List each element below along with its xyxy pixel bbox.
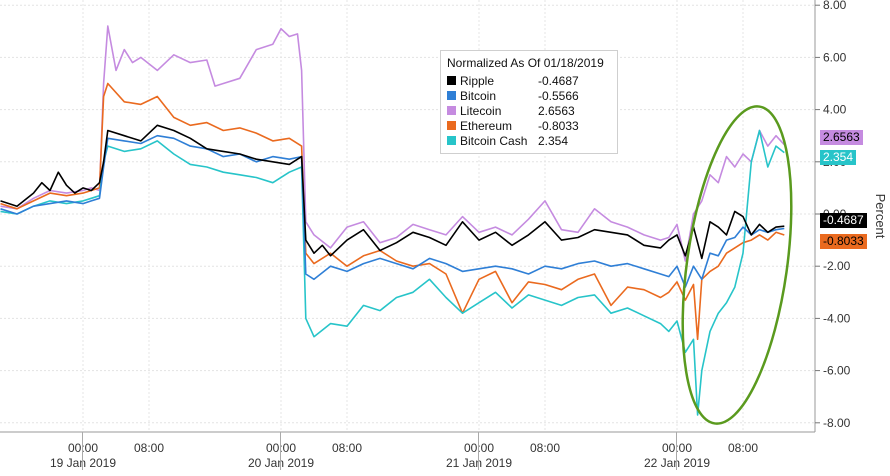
- y-tick-label: -6.00: [823, 364, 851, 378]
- legend-value: 2.6563: [538, 103, 575, 118]
- x-tick-label: 08:00: [332, 441, 362, 455]
- legend-item: Litecoin 2.6563: [447, 103, 611, 118]
- x-tick-label: 00:00: [662, 441, 692, 455]
- legend-rows: Ripple -0.4687 Bitcoin -0.5566 Litecoin 2.656…: [447, 73, 611, 148]
- legend: Normalized As Of 01/18/2019 Ripple -0.468…: [440, 50, 618, 154]
- legend-item: Ethereum -0.8033: [447, 118, 611, 133]
- legend-swatch: [447, 76, 456, 85]
- legend-swatch: [447, 106, 456, 115]
- x-date-label: 21 Jan 2019: [446, 456, 512, 470]
- legend-value: -0.4687: [538, 73, 579, 88]
- legend-item: Ripple -0.4687: [447, 73, 611, 88]
- legend-swatch: [447, 91, 456, 100]
- y-tick-label: -8.00: [823, 416, 851, 430]
- y-tick-label: 6.00: [823, 50, 847, 64]
- y-tick-label: -4.00: [823, 311, 851, 325]
- end-value-badge: -0.8033: [820, 233, 867, 249]
- x-tick-label: 08:00: [530, 441, 560, 455]
- legend-swatch: [447, 136, 456, 145]
- y-tick-label: 4.00: [823, 103, 847, 117]
- y-tick-label: -2.00: [823, 259, 851, 273]
- x-tick-label: 00:00: [266, 441, 296, 455]
- y-axis-label: Percent: [873, 194, 888, 239]
- series-line-bitcoin-cash: [0, 129, 785, 416]
- legend-value: -0.8033: [538, 118, 579, 133]
- x-date-label: 19 Jan 2019: [50, 456, 116, 470]
- x-date-label: 22 Jan 2019: [644, 456, 710, 470]
- x-tick-label: 08:00: [134, 441, 164, 455]
- legend-item: Bitcoin Cash 2.354: [447, 133, 611, 148]
- end-value-badge: -0.4687: [820, 213, 867, 229]
- x-tick-label: 00:00: [68, 441, 98, 455]
- y-tick-label: 8.00: [823, 0, 847, 12]
- series-line-ripple: [0, 124, 785, 260]
- legend-item: Bitcoin -0.5566: [447, 88, 611, 103]
- legend-swatch: [447, 121, 456, 130]
- x-date-label: 20 Jan 2019: [248, 456, 314, 470]
- legend-label: Ethereum: [460, 118, 513, 133]
- highlight-ellipse: [681, 105, 793, 425]
- legend-label: Bitcoin Cash: [460, 133, 528, 148]
- series-line-litecoin: [0, 25, 785, 262]
- legend-value: 2.354: [538, 133, 569, 148]
- series-line-bitcoin: [0, 134, 785, 288]
- end-value-badge: 2.354: [820, 149, 857, 165]
- x-tick-label: 00:00: [464, 441, 494, 455]
- legend-value: -0.5566: [538, 88, 579, 103]
- legend-label: Litecoin: [460, 103, 502, 118]
- legend-label: Bitcoin: [460, 88, 497, 103]
- end-value-badge: 2.6563: [820, 129, 863, 145]
- legend-title: Normalized As Of 01/18/2019: [447, 56, 604, 70]
- x-tick-label: 08:00: [728, 441, 758, 455]
- legend-label: Ripple: [460, 73, 495, 88]
